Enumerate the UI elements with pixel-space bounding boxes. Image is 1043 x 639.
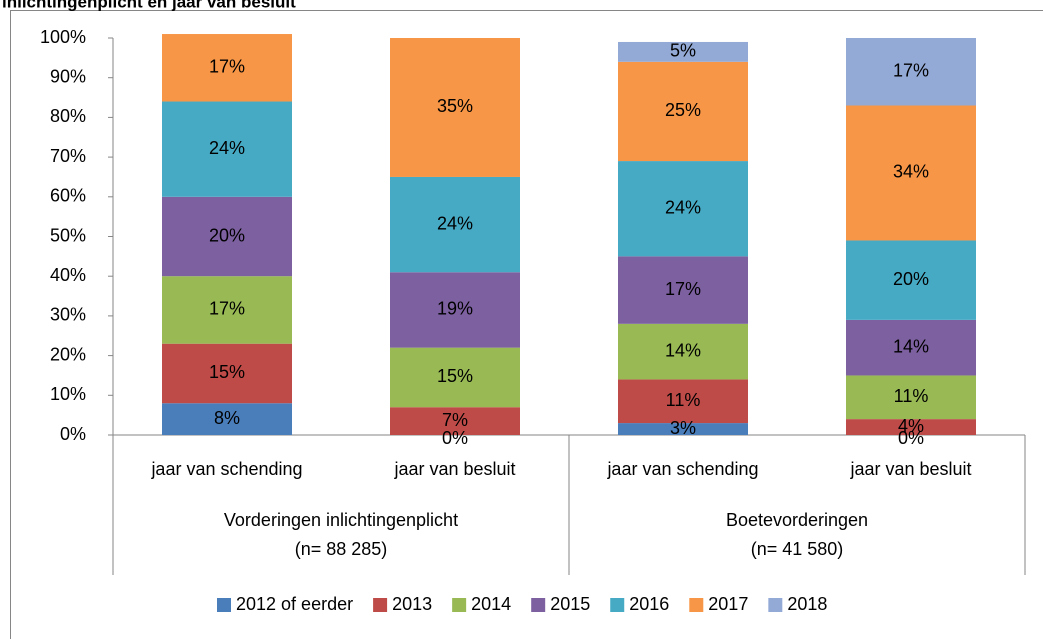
- y-tick-label: 80%: [50, 106, 86, 126]
- data-label: 24%: [209, 138, 245, 158]
- bar-segment: [618, 161, 748, 257]
- data-label: 17%: [209, 57, 245, 77]
- bar-segment: [162, 403, 292, 435]
- data-label: 20%: [209, 225, 245, 245]
- legend-label: 2018: [787, 594, 827, 614]
- bar-segment: [846, 240, 976, 320]
- group-label: Vorderingen inlichtingenplicht: [224, 510, 458, 530]
- bar-segment: [846, 375, 976, 420]
- data-label: 34%: [893, 162, 929, 182]
- data-label: 15%: [209, 362, 245, 382]
- bar-segment: [390, 407, 520, 435]
- data-label: 11%: [666, 390, 701, 410]
- legend-label: 2014: [471, 594, 511, 614]
- data-label: 24%: [437, 213, 473, 233]
- group-note: (n= 88 285): [295, 539, 388, 559]
- bar-segment: [846, 419, 976, 435]
- y-tick-label: 100%: [40, 27, 86, 47]
- legend-label: 2016: [629, 594, 669, 614]
- data-label: 14%: [893, 336, 929, 356]
- y-tick-label: 40%: [50, 265, 86, 285]
- bar-segment: [390, 176, 520, 273]
- y-tick-label: 90%: [50, 66, 86, 86]
- legend-swatch: [373, 598, 388, 612]
- data-label: 35%: [437, 96, 473, 116]
- group-note: (n= 41 580): [751, 539, 844, 559]
- y-tick-label: 50%: [50, 225, 86, 245]
- y-tick-label: 60%: [50, 186, 86, 206]
- data-label: 7%: [442, 410, 468, 430]
- y-tick-label: 70%: [50, 146, 86, 166]
- legend-swatch: [217, 598, 231, 612]
- legend-label: 2012 of eerder: [236, 594, 353, 614]
- data-label: 0%: [442, 428, 468, 448]
- bar-segment: [846, 105, 976, 241]
- bar-segment: [846, 319, 976, 376]
- legend-label: 2015: [550, 594, 590, 614]
- legend-swatch: [531, 598, 546, 612]
- legend-swatch: [452, 598, 467, 612]
- y-tick-label: 10%: [50, 384, 86, 404]
- data-label: 17%: [893, 60, 929, 80]
- data-label: 14%: [665, 340, 701, 360]
- bar-segment: [162, 276, 292, 344]
- chart-frame: [10, 10, 1043, 639]
- data-label: 17%: [665, 279, 701, 299]
- legend-swatch: [689, 598, 704, 612]
- bar-segment: [618, 61, 748, 162]
- data-label: 25%: [665, 100, 701, 120]
- data-label: 3%: [670, 418, 696, 438]
- x-tick-label: jaar van besluit: [849, 459, 971, 479]
- data-label: 0%: [898, 428, 924, 448]
- y-tick-label: 30%: [50, 305, 86, 325]
- bar-segment: [846, 38, 976, 106]
- y-tick-label: 0%: [60, 424, 86, 444]
- bar-segment: [162, 343, 292, 404]
- bar-segment: [162, 196, 292, 277]
- bar-segment: [390, 272, 520, 348]
- group-label: Boetevorderingen: [726, 510, 868, 530]
- y-tick-label: 20%: [50, 344, 86, 364]
- x-tick-label: jaar van schending: [606, 459, 758, 479]
- bar-segment: [390, 38, 520, 177]
- chart-title: inlichtingenplicht en jaar van besluit: [2, 0, 296, 11]
- bar-segment: [618, 379, 748, 424]
- x-tick-label: jaar van schending: [150, 459, 302, 479]
- bar-segment: [390, 347, 520, 408]
- data-label: 17%: [209, 299, 245, 319]
- legend-label: 2017: [708, 594, 748, 614]
- bar-segment: [618, 323, 748, 380]
- x-tick-label: jaar van besluit: [393, 459, 515, 479]
- data-label: 15%: [437, 366, 473, 386]
- legend-swatch: [768, 598, 783, 612]
- bar-segment: [618, 256, 748, 324]
- bar-segment: [162, 34, 292, 102]
- legend-swatch: [610, 598, 625, 612]
- data-label: 11%: [894, 386, 929, 406]
- bar-segment: [618, 41, 748, 62]
- data-label: 19%: [437, 299, 473, 319]
- bar-segment: [618, 423, 748, 435]
- data-label: 20%: [893, 269, 929, 289]
- data-label: 5%: [670, 41, 696, 61]
- bar-segment: [162, 101, 292, 197]
- data-label: 24%: [665, 197, 701, 217]
- data-label: 4%: [898, 416, 924, 436]
- data-label: 8%: [214, 408, 240, 428]
- legend-label: 2013: [392, 594, 432, 614]
